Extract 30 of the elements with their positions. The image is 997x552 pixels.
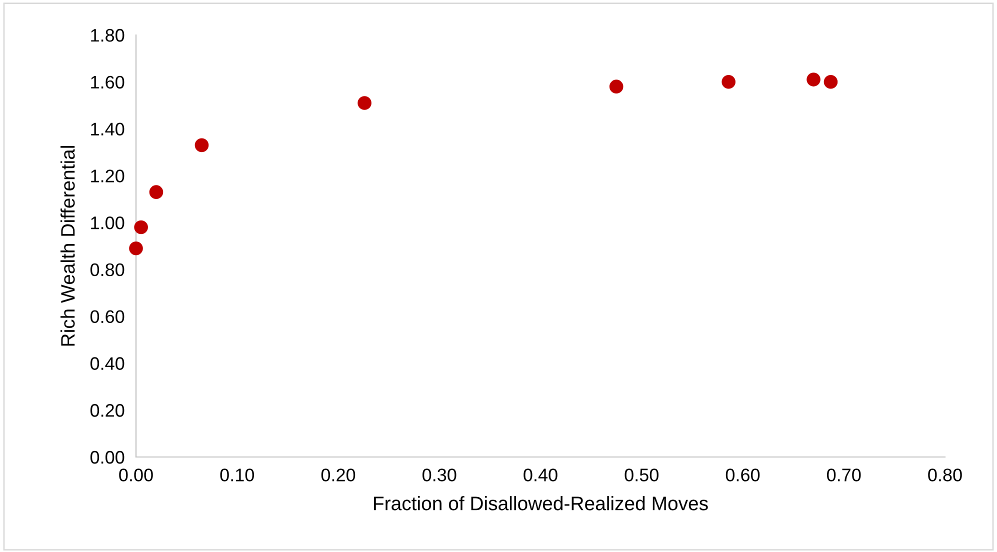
- x-tick-label: 0.30: [422, 468, 456, 482]
- y-tick-label: 1.40: [91, 122, 124, 136]
- y-tick-label: 0.60: [90, 310, 124, 324]
- x-tick-label: 0.70: [827, 468, 861, 482]
- y-tick-label: 1.60: [91, 76, 124, 89]
- x-tick-label: 0.00: [119, 468, 153, 482]
- point: [194, 138, 209, 152]
- x-tick-label: 0.80: [928, 468, 962, 482]
- point: [824, 74, 838, 89]
- y-tick-label: 1.00: [91, 216, 124, 230]
- x-tick-label: 0.20: [321, 468, 356, 482]
- y-tick-label: 0.20: [90, 404, 124, 417]
- x-tick-label: 0.60: [726, 468, 760, 482]
- y-tick-label: 1.20: [91, 170, 124, 182]
- y-tick-label: 0.00: [90, 450, 124, 464]
- y-axis-title: Rich Wealth Differential: [60, 146, 75, 346]
- point: [149, 185, 164, 199]
- x-axis-title: Fraction of Disallowed-Realized Moves: [374, 496, 708, 510]
- y-tick-label: 0.80: [90, 263, 124, 276]
- point: [806, 72, 820, 86]
- point: [609, 80, 624, 94]
- point: [129, 241, 143, 256]
- y-tick-label: 0.40: [90, 357, 124, 370]
- x-tick-label: 0.40: [524, 468, 558, 482]
- x-tick-label: 0.10: [220, 468, 254, 482]
- x-tick-label: 0.50: [624, 468, 658, 482]
- point: [134, 220, 148, 234]
- y-tick-label: 1.80: [91, 28, 124, 42]
- point: [722, 74, 736, 89]
- point: [358, 96, 372, 110]
